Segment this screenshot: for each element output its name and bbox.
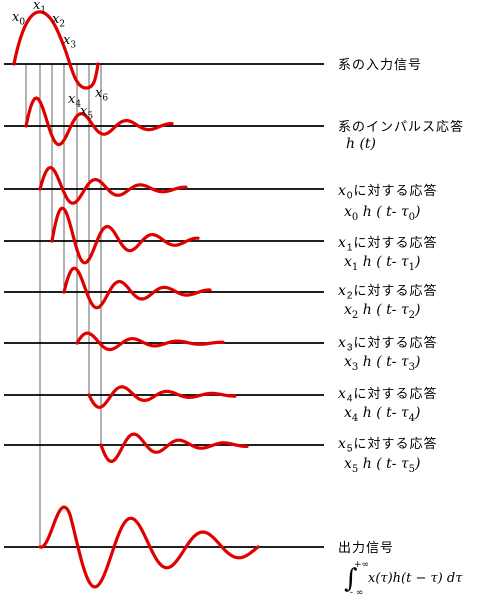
- response-x5-formula: x5 h ( t- τ5): [344, 456, 421, 475]
- integral-sign: ∫: [344, 564, 358, 594]
- response-x2-formula: x2 h ( t- τ2): [344, 302, 421, 321]
- sample-label-x4: x4: [68, 92, 82, 110]
- impulse-function-label: h (t): [346, 136, 377, 152]
- sample-label-x6: x6: [95, 86, 109, 104]
- response-x3-label: x3に対する応答: [338, 335, 438, 354]
- response-x3-wave: [75, 331, 225, 352]
- response-x4-wave: [87, 385, 237, 409]
- response-x0-formula: x0 h ( t- τ0): [344, 204, 421, 223]
- output-signal-label: 出力信号: [338, 540, 395, 555]
- response-x1-label: x1に対する応答: [338, 235, 438, 254]
- response-x4-label: x4に対する応答: [338, 386, 438, 405]
- integral-upper-limit: +∞: [354, 560, 370, 570]
- response-x5-label: x5に対する応答: [338, 436, 438, 455]
- response-x4-formula: x4 h ( t- τ4): [344, 405, 421, 424]
- sample-label-x1: x1: [33, 0, 47, 16]
- sample-label-x2: x2: [52, 12, 66, 30]
- response-x3-formula: x3 h ( t- τ3): [344, 354, 421, 373]
- impulse-response-wave: [24, 96, 174, 147]
- response-x1-formula: x1 h ( t- τ1): [344, 254, 421, 273]
- output-signal-wave: [38, 505, 260, 589]
- impulse-response-label: 系のインパルス応答: [338, 119, 465, 134]
- sample-label-x0: x0: [12, 10, 26, 28]
- integrand: x(τ)h(t − τ) dτ: [368, 571, 463, 586]
- response-x2-label: x2に対する応答: [338, 283, 438, 302]
- response-x5-wave: [99, 432, 249, 463]
- integral-lower-limit: - ∞: [350, 588, 364, 598]
- response-x1-wave: [50, 206, 200, 265]
- input-signal-label: 系の入力信号: [338, 57, 423, 72]
- input-signal-wave: [12, 10, 100, 90]
- convolution-integral: ∫ +∞ - ∞ x(τ)h(t − τ) dτ: [344, 560, 484, 602]
- response-x0-label: x0に対する応答: [338, 183, 438, 202]
- sample-label-x3: x3: [63, 33, 77, 51]
- response-x0-wave: [38, 166, 188, 205]
- response-x2-wave: [62, 266, 212, 310]
- sample-label-x5: x5: [80, 104, 94, 122]
